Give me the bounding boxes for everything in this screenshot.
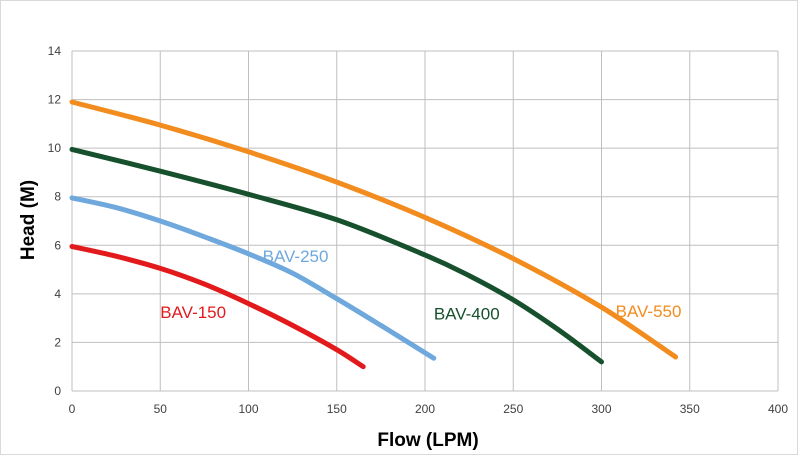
x-tick-label: 0 — [69, 402, 76, 416]
series-line-bav-250 — [69, 195, 437, 361]
y-tick-label: 8 — [54, 190, 61, 204]
grid-lines — [71, 50, 779, 392]
series-labels: BAV-150 BAV-250 BAV-400 BAV-550 — [160, 247, 681, 323]
x-tick-label: 350 — [680, 402, 700, 416]
y-tick-label: 12 — [48, 93, 62, 107]
series-lines — [69, 99, 679, 370]
series-label-bav-400: BAV-400 — [434, 304, 500, 323]
x-tick-label: 100 — [238, 402, 258, 416]
x-tick-label: 150 — [327, 402, 347, 416]
y-tick-label: 0 — [54, 384, 61, 398]
y-tick-label: 4 — [54, 287, 61, 301]
y-tick-label: 14 — [48, 44, 62, 58]
x-tick-label: 200 — [415, 402, 435, 416]
y-tick-label: 10 — [48, 141, 62, 155]
y-tick-label: 2 — [54, 335, 61, 349]
x-axis-title: Flow (LPM) — [377, 430, 478, 451]
series-label-bav-550: BAV-550 — [616, 302, 682, 321]
x-tick-label: 50 — [154, 402, 168, 416]
series-label-bav-250: BAV-250 — [263, 247, 329, 266]
series-line-bav-150 — [69, 244, 366, 370]
x-axis-ticks: 0 50 100 150 200 250 300 350 400 — [69, 402, 789, 416]
y-axis-title: Head (M) — [18, 180, 39, 260]
series-line-bav-400 — [69, 146, 604, 365]
x-tick-label: 400 — [768, 402, 788, 416]
x-tick-label: 300 — [591, 402, 611, 416]
series-line-bav-550 — [69, 99, 679, 360]
y-tick-label: 6 — [54, 238, 61, 252]
y-axis-ticks: 0 2 4 6 8 10 12 14 — [48, 44, 62, 398]
x-tick-label: 250 — [503, 402, 523, 416]
series-label-bav-150: BAV-150 — [160, 303, 226, 322]
